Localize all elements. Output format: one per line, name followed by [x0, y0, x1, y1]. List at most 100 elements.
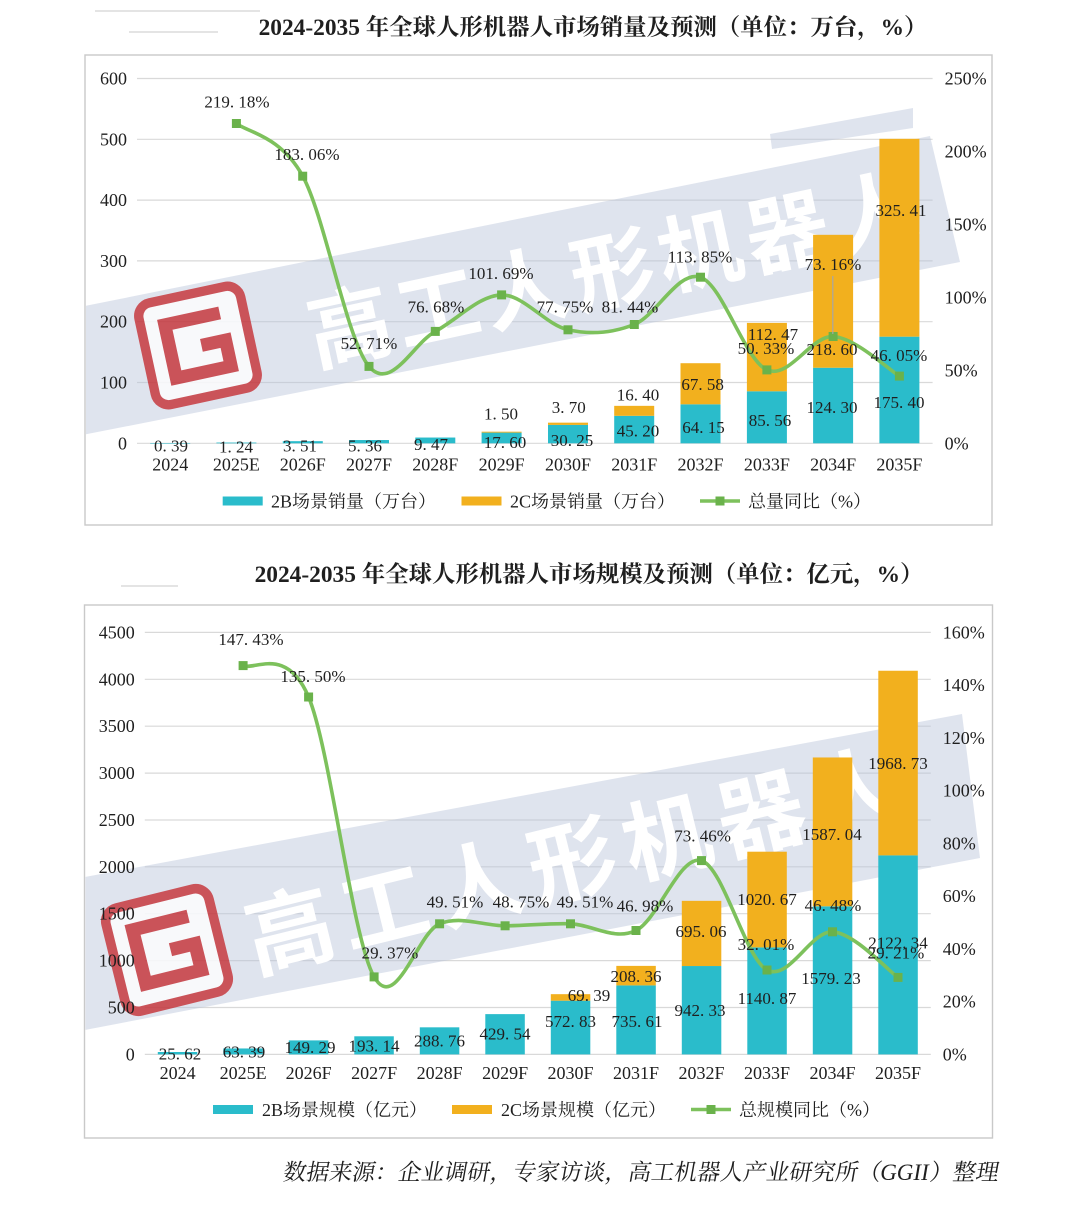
svg-text:2033F: 2033F [744, 1063, 790, 1083]
svg-text:20%: 20% [943, 992, 976, 1012]
svg-text:2122. 34: 2122. 34 [868, 933, 928, 952]
svg-text:250%: 250% [945, 69, 987, 89]
svg-text:2032F: 2032F [677, 455, 723, 475]
svg-text:200: 200 [100, 312, 127, 332]
svg-text:73. 46%: 73. 46% [674, 826, 731, 845]
svg-text:%: % [838, 492, 853, 512]
svg-text:2028F: 2028F [412, 455, 458, 475]
svg-text:149. 29: 149. 29 [285, 1038, 336, 1057]
svg-text:695. 06: 695. 06 [676, 922, 727, 941]
svg-text:500: 500 [100, 129, 127, 149]
svg-text:2027F: 2027F [346, 455, 392, 475]
svg-text:2029F: 2029F [482, 1063, 528, 1083]
svg-text:2034F: 2034F [810, 455, 856, 475]
svg-text:69. 39: 69. 39 [568, 986, 611, 1005]
svg-text:2030F: 2030F [547, 1063, 593, 1083]
svg-text:%: % [881, 15, 904, 41]
svg-text:1000: 1000 [99, 951, 135, 971]
svg-text:219. 18%: 219. 18% [204, 92, 269, 111]
svg-text:1. 50: 1. 50 [484, 404, 518, 423]
svg-text:1020. 67: 1020. 67 [737, 890, 797, 909]
svg-text:2031F: 2031F [611, 455, 657, 475]
svg-text:160%: 160% [943, 622, 985, 642]
svg-text:0%: 0% [945, 433, 969, 453]
svg-text:52. 71%: 52. 71% [341, 334, 398, 353]
svg-text:32. 01%: 32. 01% [738, 935, 795, 954]
svg-text:2025E: 2025E [213, 455, 260, 475]
svg-text:73. 16%: 73. 16% [805, 255, 862, 274]
svg-text:2B: 2B [262, 1100, 283, 1120]
svg-text:100%: 100% [945, 287, 987, 307]
svg-text:29. 37%: 29. 37% [362, 943, 419, 962]
svg-text:77. 75%: 77. 75% [537, 297, 594, 316]
svg-text:46. 48%: 46. 48% [805, 896, 862, 915]
svg-text:GGII: GGII [880, 1160, 930, 1185]
svg-text:29. 21%: 29. 21% [868, 943, 925, 962]
svg-text:200%: 200% [945, 142, 987, 162]
svg-text:48. 75%: 48. 75% [493, 892, 550, 911]
svg-text:150%: 150% [945, 214, 987, 234]
svg-text:2C: 2C [510, 492, 531, 512]
svg-text:135. 50%: 135. 50% [280, 667, 345, 686]
svg-text:%: % [847, 1100, 862, 1120]
svg-text:49. 51%: 49. 51% [427, 892, 484, 911]
svg-text:288. 76: 288. 76 [414, 1032, 465, 1051]
svg-text:2030F: 2030F [545, 455, 591, 475]
svg-text:140%: 140% [943, 675, 985, 695]
svg-text:100: 100 [100, 373, 127, 393]
svg-text:175. 40: 175. 40 [874, 393, 925, 412]
svg-text:2000: 2000 [99, 857, 135, 877]
svg-text:85. 56: 85. 56 [749, 411, 792, 430]
svg-text:112. 47: 112. 47 [748, 325, 799, 344]
svg-text:429. 54: 429. 54 [480, 1025, 532, 1044]
svg-text:46. 98%: 46. 98% [617, 896, 674, 915]
svg-text:76. 68%: 76. 68% [408, 297, 465, 316]
svg-text:3. 51: 3. 51 [283, 436, 317, 455]
svg-text:500: 500 [108, 998, 135, 1018]
svg-text:0%: 0% [943, 1044, 967, 1064]
svg-text:1968. 73: 1968. 73 [868, 754, 928, 773]
svg-text:101. 69%: 101. 69% [468, 264, 533, 283]
svg-text:3500: 3500 [99, 716, 135, 736]
svg-text:147. 43%: 147. 43% [218, 630, 283, 649]
svg-text:0: 0 [126, 1044, 135, 1064]
svg-text:2024-2035: 2024-2035 [255, 562, 356, 588]
svg-text:1579. 23: 1579. 23 [801, 969, 861, 988]
svg-text:572. 83: 572. 83 [545, 1012, 596, 1031]
svg-text:81. 44%: 81. 44% [602, 297, 659, 316]
svg-text:2027F: 2027F [351, 1063, 397, 1083]
svg-text:2500: 2500 [99, 810, 135, 830]
svg-text:600: 600 [100, 69, 127, 89]
svg-text:2034F: 2034F [809, 1063, 855, 1083]
svg-text:2032F: 2032F [678, 1063, 724, 1083]
svg-text:2031F: 2031F [613, 1063, 659, 1083]
svg-text:16. 40: 16. 40 [617, 385, 660, 404]
svg-text:4500: 4500 [99, 622, 135, 642]
svg-text:2033F: 2033F [744, 455, 790, 475]
svg-text:183. 06%: 183. 06% [274, 145, 339, 164]
svg-text:300: 300 [100, 251, 127, 271]
svg-text:80%: 80% [943, 833, 976, 853]
svg-text:50. 33%: 50. 33% [738, 339, 795, 358]
svg-text:5. 36: 5. 36 [348, 436, 382, 455]
svg-text:1140. 87: 1140. 87 [738, 989, 797, 1008]
svg-text:30. 25: 30. 25 [551, 431, 594, 450]
svg-text:208. 36: 208. 36 [611, 967, 662, 986]
svg-text:17. 60: 17. 60 [484, 433, 527, 452]
svg-text:2026F: 2026F [286, 1063, 332, 1083]
svg-text:63. 39: 63. 39 [223, 1042, 266, 1061]
svg-text:2035F: 2035F [876, 455, 922, 475]
svg-text:2029F: 2029F [479, 455, 525, 475]
svg-text:64. 15: 64. 15 [682, 418, 725, 437]
svg-text:46. 05%: 46. 05% [871, 346, 928, 365]
svg-text:1500: 1500 [99, 904, 135, 924]
svg-text:193. 14: 193. 14 [349, 1036, 401, 1055]
svg-text:120%: 120% [943, 728, 985, 748]
svg-text:2035F: 2035F [875, 1063, 921, 1083]
svg-text:0: 0 [118, 433, 127, 453]
svg-text:2028F: 2028F [417, 1063, 463, 1083]
svg-text:%: % [877, 562, 900, 588]
svg-text:60%: 60% [943, 886, 976, 906]
svg-text:4000: 4000 [99, 669, 135, 689]
svg-text:3. 70: 3. 70 [552, 398, 586, 417]
